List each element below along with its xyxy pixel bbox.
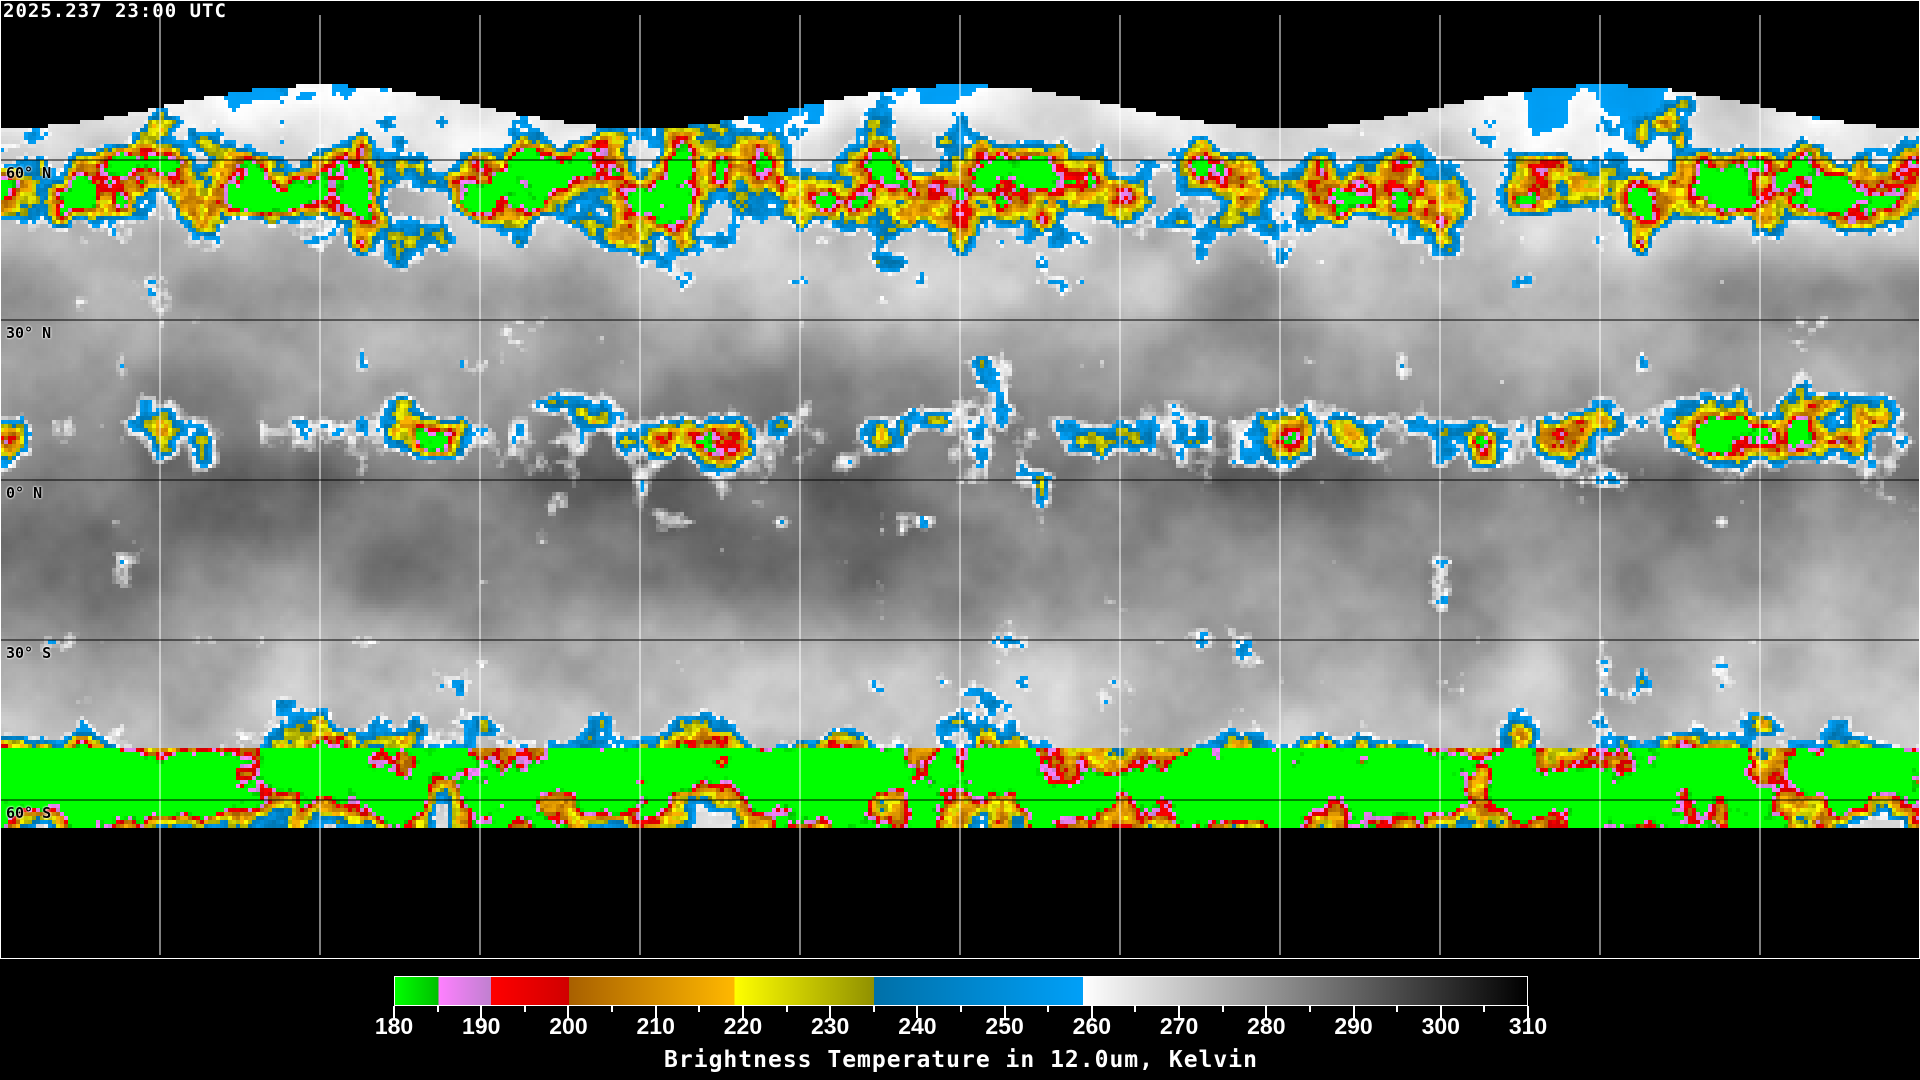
colorbar-title: Brightness Temperature in 12.0um, Kelvin — [664, 1047, 1258, 1073]
colorbar-tick — [1134, 1006, 1137, 1012]
lat-label-30n: 30° N — [6, 324, 52, 342]
colorbar-tick — [1178, 1006, 1181, 1018]
satellite-map: 2025.237 23:00 UTC 60° N 30° N 0° N 30° … — [0, 0, 1920, 960]
colorbar-tick — [1221, 1006, 1224, 1012]
colorbar-tick — [1439, 1006, 1442, 1018]
colorbar-tick — [480, 1006, 483, 1018]
colorbar-tick-label: 300 — [1421, 1013, 1460, 1039]
lat-label-30s: 30° S — [6, 644, 52, 662]
colorbar-tick — [1003, 1006, 1006, 1018]
colorbar-tick — [1090, 1006, 1093, 1018]
colorbar-tick-label: 200 — [549, 1013, 588, 1039]
lat-lon-grid — [0, 0, 1920, 959]
timestamp-title: 2025.237 23:00 UTC — [3, 0, 227, 22]
colorbar-tick — [523, 1006, 526, 1012]
lat-label-60s: 60° S — [6, 804, 52, 822]
colorbar-tick-label: 280 — [1247, 1013, 1286, 1039]
colorbar-tick — [916, 1006, 919, 1018]
colorbar-tick — [1265, 1006, 1268, 1018]
colorbar-tick — [872, 1006, 875, 1012]
colorbar-tick — [654, 1006, 657, 1018]
colorbar-tick — [1483, 1006, 1486, 1012]
colorbar-tick-label: 230 — [810, 1013, 850, 1039]
colorbar-tick-label: 210 — [636, 1013, 675, 1039]
colorbar-tick-label: 190 — [462, 1013, 501, 1039]
colorbar-tick — [567, 1006, 570, 1018]
colorbar-tick — [741, 1006, 744, 1018]
colorbar-tick — [611, 1006, 614, 1012]
colorbar-tick-label: 310 — [1508, 1013, 1548, 1039]
colorbar-tick — [785, 1006, 788, 1012]
lat-label-60n: 60° N — [6, 164, 52, 182]
colorbar-tick — [1308, 1006, 1311, 1012]
colorbar-tick-label: 240 — [898, 1013, 937, 1039]
colorbar-tick — [436, 1006, 439, 1012]
colorbar-tick-label: 260 — [1072, 1013, 1112, 1039]
colorbar-tick — [829, 1006, 832, 1018]
colorbar-tick — [1352, 1006, 1355, 1018]
colorbar — [394, 976, 1528, 1006]
colorbar-tick — [1396, 1006, 1399, 1012]
colorbar-tick-label: 220 — [723, 1013, 763, 1039]
colorbar-tick-label: 290 — [1334, 1013, 1373, 1039]
colorbar-tick-label: 250 — [985, 1013, 1024, 1039]
lat-label-0n: 0° N — [6, 484, 43, 502]
colorbar-tick-label: 180 — [374, 1013, 414, 1039]
colorbar-tick — [1527, 1006, 1529, 1018]
colorbar-tick-label: 270 — [1159, 1013, 1199, 1039]
colorbar-tick — [393, 1006, 395, 1018]
colorbar-tick — [960, 1006, 962, 1012]
colorbar-tick — [698, 1006, 701, 1012]
colorbar-tick — [1047, 1006, 1050, 1012]
